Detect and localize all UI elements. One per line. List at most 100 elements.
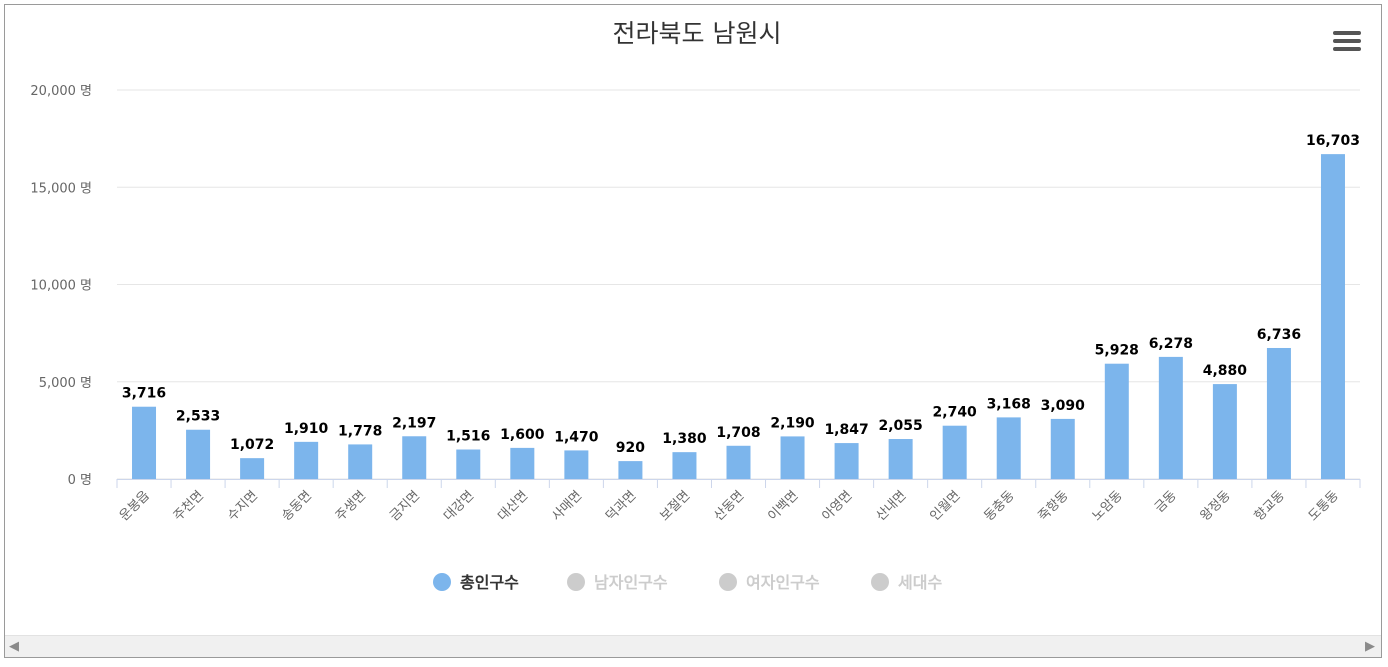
data-label: 6,278 [1149,336,1193,352]
hamburger-menu-icon-line [1333,39,1361,43]
bar[interactable] [240,458,265,479]
scroll-left-arrow-icon[interactable]: ◀ [9,639,19,654]
chart-container: 전라북도 남원시 0 명 5,000 명 10,000 명 15,000 명 20,00… [4,4,1382,658]
chart-menu-button[interactable] [1333,31,1361,53]
x-tick-label: 대강면 [441,488,477,524]
bar[interactable] [1212,384,1237,479]
scroll-right-arrow-icon[interactable]: ▶ [1365,639,1375,654]
data-label: 1,778 [338,423,382,439]
data-label: 2,197 [392,415,436,431]
x-tick-label: 대산면 [495,488,531,524]
legend-item[interactable]: 세대수 [871,573,942,592]
bar[interactable] [834,443,859,479]
x-tick-label: 왕정동 [1198,488,1234,524]
y-tick-label: 15,000 명 [30,181,92,196]
legend-marker [719,573,737,591]
data-label: 3,168 [987,396,1031,412]
data-label: 920 [616,440,645,456]
data-label: 1,910 [284,421,329,437]
data-label: 2,055 [878,418,922,434]
bar-chart: 전라북도 남원시 0 명 5,000 명 10,000 명 15,000 명 20,00… [30,19,1361,592]
x-tick-label: 수지면 [225,488,261,524]
y-tick-label: 5,000 명 [39,376,92,391]
chart-title: 전라북도 남원시 [613,19,782,48]
x-axis: 운봉읍 주천면 수지면 송동면 주생면 금지면 대강면 대산면 사매면 덕과면 보절면 산동면 이백면 아… [116,479,1361,524]
data-label: 1,516 [446,429,490,445]
data-label: 16,703 [1306,133,1360,149]
data-label: 5,928 [1095,343,1139,359]
bar[interactable] [672,452,697,479]
x-tick-label: 아영면 [819,488,855,524]
legend-marker [433,573,451,591]
data-label: 1,600 [500,427,545,443]
y-tick-label: 0 명 [68,473,92,488]
x-tick-label: 동충동 [982,488,1018,524]
bar[interactable] [1158,356,1183,479]
bar[interactable] [1266,347,1291,479]
legend-marker [567,573,585,591]
data-label: 1,380 [662,431,707,447]
legend: 총인구수 남자인구수 여자인구수 세대수 [433,573,942,592]
bar[interactable] [726,445,751,479]
bar[interactable] [132,406,157,479]
hamburger-menu-icon-line [1333,47,1361,51]
x-tick-label: 주천면 [171,488,207,524]
hamburger-menu-icon [1333,31,1361,35]
x-tick-label: 금동 [1152,488,1180,516]
bar[interactable] [564,450,589,479]
data-label: 4,880 [1203,363,1248,379]
horizontal-scrollbar[interactable]: ◀ ▶ [5,635,1381,657]
x-tick-label: 덕과면 [603,488,639,524]
x-tick-label: 운봉읍 [117,488,153,524]
bar[interactable] [348,444,373,479]
x-tick-label: 보절면 [657,488,693,524]
y-axis: 0 명 5,000 명 10,000 명 15,000 명 20,000 명 [30,84,92,488]
bar[interactable] [510,447,535,479]
x-tick-label: 금지면 [387,488,423,524]
data-label: 1,072 [230,437,274,453]
legend-item[interactable]: 여자인구수 [719,573,820,592]
data-label: 2,190 [770,415,815,431]
x-tick-label: 죽항동 [1036,488,1072,524]
legend-label: 여자인구수 [746,573,820,592]
bar[interactable] [1050,418,1075,479]
data-label: 3,090 [1041,398,1086,414]
x-tick-label: 송동면 [279,488,315,524]
bar[interactable] [942,425,967,479]
legend-label: 세대수 [898,573,942,592]
bar[interactable] [780,436,805,479]
x-tick-label: 향교동 [1252,488,1288,524]
bar[interactable] [456,449,481,479]
data-label: 6,736 [1257,327,1301,343]
x-tick-label: 노암동 [1090,488,1126,524]
legend-item[interactable]: 남자인구수 [567,573,668,592]
x-tick-label: 인월면 [928,488,964,524]
legend-label: 남자인구수 [594,573,668,592]
bar[interactable] [186,429,211,479]
bar[interactable] [618,461,643,479]
x-tick-label: 도통동 [1306,488,1342,524]
data-label: 3,716 [122,386,166,402]
legend-marker [871,573,889,591]
x-tick-label: 산내면 [873,488,909,524]
data-labels: 3,716 2,533 1,072 1,910 1,778 2,197 1,516 1,600… [122,133,1360,456]
bar-series [132,154,1345,479]
y-tick-label: 10,000 명 [30,279,92,294]
y-tick-label: 20,000 명 [30,84,92,99]
x-tick-label: 주생면 [333,488,369,524]
bar[interactable] [888,439,913,479]
x-tick-label: 이백면 [765,488,801,524]
x-tick-label: 사매면 [549,488,585,524]
data-label: 2,740 [933,405,978,421]
bar[interactable] [996,417,1021,479]
legend-label: 총인구수 [460,573,519,592]
data-label: 1,708 [716,425,760,441]
data-label: 1,847 [824,422,868,438]
bar[interactable] [294,441,319,479]
bar[interactable] [1320,154,1345,479]
bar[interactable] [402,436,427,479]
bar[interactable] [1104,363,1129,479]
legend-item[interactable]: 총인구수 [433,573,519,592]
x-tick-label: 산동면 [711,488,747,524]
data-label: 1,470 [554,429,599,445]
